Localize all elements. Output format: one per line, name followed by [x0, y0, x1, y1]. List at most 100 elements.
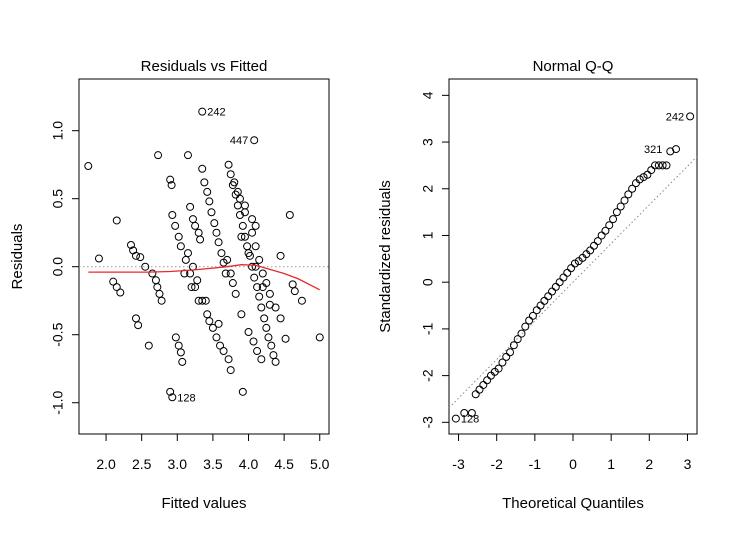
- data-point: [191, 221, 200, 230]
- data-point: [244, 249, 253, 258]
- data-point: [628, 184, 637, 193]
- y-tick-label: -1.0: [50, 390, 66, 414]
- data-point: [193, 276, 202, 285]
- y-tick-label: 0.5: [50, 189, 66, 209]
- data-point: [157, 296, 166, 305]
- x-tick-label: 5.0: [310, 456, 330, 472]
- x-tick-label: -2: [490, 456, 503, 472]
- data-point: [672, 145, 681, 154]
- data-point: [207, 208, 216, 217]
- data-point: [555, 278, 564, 287]
- data-point: [148, 269, 157, 278]
- reference-line: [448, 156, 698, 409]
- data-point: [194, 228, 203, 237]
- x-tick-label: 4.5: [274, 456, 294, 472]
- data-point: [212, 228, 221, 237]
- data-point: [265, 300, 274, 309]
- point-annotation-label: 128: [177, 392, 195, 404]
- data-point: [187, 283, 196, 292]
- data-point: [217, 249, 226, 258]
- data-point: [647, 166, 656, 175]
- data-point: [219, 347, 228, 356]
- data-point: [226, 170, 235, 179]
- data-point: [506, 348, 515, 357]
- data-point: [166, 387, 175, 396]
- data-point: [620, 196, 629, 205]
- data-point: [269, 351, 278, 360]
- plot-frame: [448, 78, 698, 435]
- data-point: [216, 341, 225, 350]
- data-point: [240, 201, 249, 210]
- data-point: [251, 221, 260, 230]
- data-point: [258, 283, 267, 292]
- data-point: [131, 314, 140, 323]
- data-point: [136, 253, 145, 262]
- data-point: [276, 251, 285, 260]
- data-point: [201, 296, 210, 305]
- data-point: [210, 219, 219, 228]
- data-point: [248, 228, 257, 237]
- x-tick-label: 3: [684, 456, 692, 472]
- data-point: [483, 376, 492, 385]
- data-point: [498, 358, 507, 367]
- data-point: [248, 262, 257, 271]
- data-point: [251, 242, 260, 251]
- data-point: [315, 333, 324, 342]
- data-point: [521, 322, 530, 331]
- data-point: [205, 197, 214, 206]
- data-point: [248, 215, 257, 224]
- data-point: [183, 151, 192, 160]
- data-point: [176, 242, 185, 251]
- data-point: [249, 337, 258, 346]
- data-point: [479, 380, 488, 389]
- chart-title: Residuals vs Fitted: [141, 58, 268, 75]
- data-point: [151, 276, 160, 285]
- data-point: [231, 190, 240, 199]
- data-point: [188, 215, 197, 224]
- data-point: [253, 347, 262, 356]
- data-point: [250, 136, 259, 145]
- y-tick-label: -2: [420, 369, 436, 382]
- chart-title: Normal Q-Q: [533, 58, 614, 75]
- data-point: [153, 283, 162, 292]
- data-point: [243, 242, 252, 251]
- data-point: [131, 251, 140, 260]
- data-point: [250, 273, 259, 282]
- point-annotation-label: 128: [461, 414, 479, 426]
- data-point: [224, 160, 233, 169]
- point-annotation-label: 242: [207, 107, 225, 119]
- data-point: [609, 215, 618, 224]
- data-point: [134, 321, 143, 330]
- data-point: [290, 287, 299, 296]
- point-annotation-label: 321: [644, 144, 662, 156]
- y-tick-label: 2: [420, 185, 436, 193]
- y-axis-label: Residuals: [9, 224, 26, 290]
- data-point: [214, 319, 223, 328]
- data-point: [168, 393, 177, 402]
- data-point: [112, 216, 121, 225]
- data-point: [451, 414, 460, 423]
- y-tick-label: 1: [420, 231, 436, 239]
- data-point: [214, 238, 223, 247]
- data-point: [686, 112, 695, 121]
- data-point: [233, 187, 242, 196]
- point-annotation-label: 447: [230, 135, 248, 147]
- data-point: [109, 277, 118, 286]
- data-point: [285, 211, 294, 220]
- point-annotation-label: 242: [666, 111, 684, 123]
- data-point: [171, 333, 180, 342]
- data-point: [237, 232, 246, 241]
- data-point: [288, 280, 297, 289]
- data-point: [567, 264, 576, 273]
- data-point: [244, 327, 253, 336]
- data-point: [154, 151, 163, 160]
- data-point: [226, 366, 235, 375]
- data-point: [200, 178, 209, 187]
- data-point: [563, 268, 572, 277]
- data-point: [253, 283, 262, 292]
- y-tick-label: -1: [420, 322, 436, 335]
- data-point: [171, 221, 180, 230]
- data-point: [240, 232, 249, 241]
